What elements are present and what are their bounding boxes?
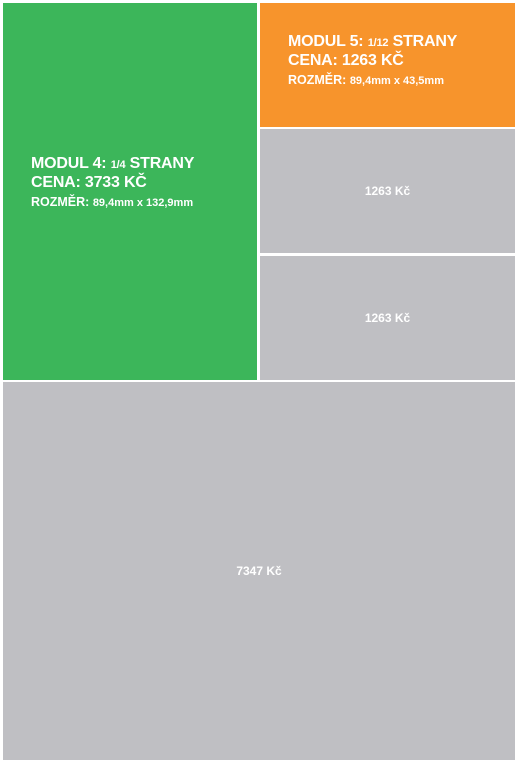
slot-a-block: 1263 Kč: [260, 129, 515, 253]
slot-a-price: 1263 Kč: [364, 184, 411, 198]
module-4-size: ROZMĚR: 89,4mm x 132,9mm: [31, 195, 194, 210]
slot-large-block: 7347 Kč: [3, 382, 515, 760]
module-5-info: MODUL 5: 1/12 STRANY CENA: 1263 KČ ROZMĚ…: [288, 33, 457, 88]
module-4-title-prefix: MODUL 4:: [31, 155, 107, 172]
module-5-size-label: ROZMĚR:: [288, 72, 347, 87]
module-5-title: MODUL 5: 1/12 STRANY: [288, 33, 457, 52]
module-4-info: MODUL 4: 1/4 STRANY CENA: 3733 KČ ROZMĚR…: [31, 155, 194, 210]
module-5-size: ROZMĚR: 89,4mm x 43,5mm: [288, 73, 457, 88]
module-5-block: MODUL 5: 1/12 STRANY CENA: 1263 KČ ROZMĚ…: [260, 3, 515, 127]
slot-b-price: 1263 Kč: [364, 311, 411, 325]
module-4-block: MODUL 4: 1/4 STRANY CENA: 3733 KČ ROZMĚR…: [3, 3, 257, 380]
slot-b-block: 1263 Kč: [260, 256, 515, 380]
module-4-size-label: ROZMĚR:: [31, 194, 90, 209]
module-5-title-suffix: STRANY: [392, 33, 458, 50]
module-4-title-suffix: STRANY: [129, 155, 195, 172]
module-5-price: CENA: 1263 KČ: [288, 51, 404, 69]
module-4-title: MODUL 4: 1/4 STRANY: [31, 155, 194, 174]
slot-large-price: 7347 Kč: [236, 564, 282, 578]
module-5-title-prefix: MODUL 5:: [288, 33, 364, 50]
module-4-price: CENA: 3733 KČ: [31, 173, 147, 191]
module-5-size-value: 89,4mm x 43,5mm: [349, 74, 444, 87]
module-5-fraction: 1/12: [367, 37, 389, 49]
module-4-fraction: 1/4: [110, 159, 126, 171]
module-4-size-value: 89,4mm x 132,9mm: [92, 196, 194, 209]
